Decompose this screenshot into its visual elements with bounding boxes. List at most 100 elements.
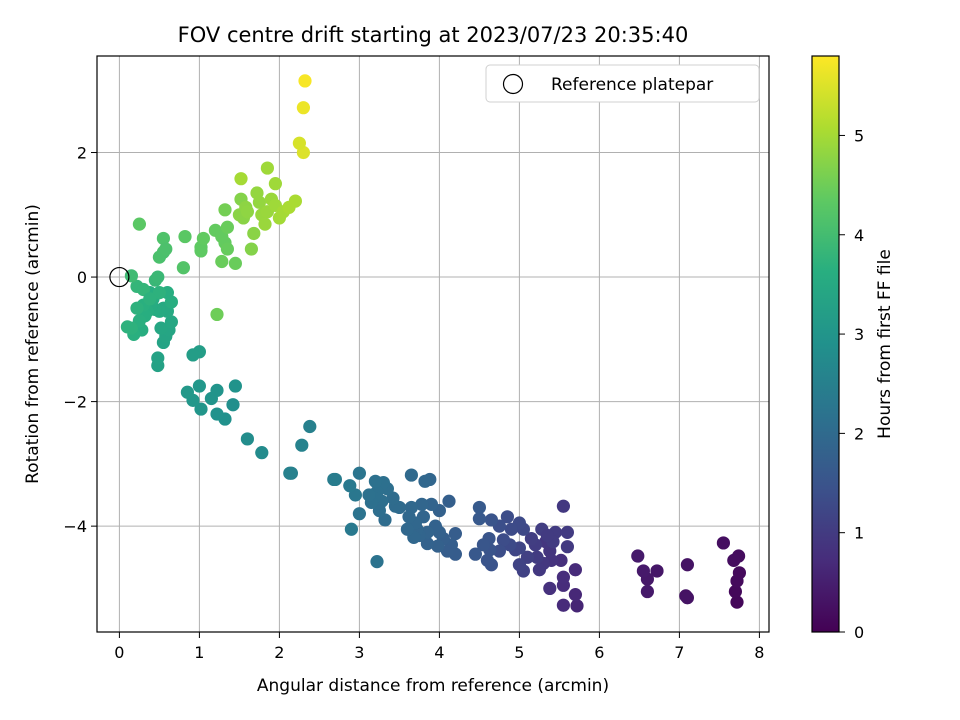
data-point [132, 217, 146, 231]
data-point [228, 256, 242, 270]
y-tick-label: 2 [77, 144, 87, 163]
colorbar-label: Hours from first FF file [875, 249, 895, 439]
data-point [192, 379, 206, 393]
data-point [448, 527, 462, 541]
data-point [554, 553, 568, 567]
colorbar-tick-label: 0 [854, 623, 864, 642]
data-point [568, 588, 583, 602]
reference-platepar-marker [109, 266, 130, 288]
data-point [556, 598, 571, 612]
data-point [152, 286, 166, 300]
data-point [415, 497, 429, 511]
data-point [151, 351, 165, 365]
data-point [530, 550, 544, 564]
chart-title: FOV centre drift starting at 2023/07/23 … [178, 23, 689, 47]
data-point [650, 564, 664, 578]
data-point [159, 242, 173, 256]
data-point [292, 136, 306, 150]
colorbar-tick-label: 3 [854, 325, 864, 344]
data-point [631, 549, 645, 563]
plot-frame [96, 55, 770, 633]
data-point [468, 547, 482, 561]
data-point [136, 282, 150, 297]
data-point [215, 254, 229, 269]
legend-box [485, 64, 760, 103]
data-point [343, 479, 357, 493]
x-axis-label: Angular distance from reference (arcmin) [257, 676, 609, 696]
data-point [570, 599, 584, 613]
data-point [194, 244, 208, 258]
data-point [480, 553, 494, 567]
data-point [420, 536, 434, 551]
data-point [560, 540, 575, 554]
data-point [431, 539, 445, 553]
data-point [727, 553, 741, 567]
data-point [295, 438, 309, 452]
x-tick-label: 5 [514, 643, 524, 662]
data-point [372, 503, 386, 518]
data-point [210, 307, 224, 322]
data-point [560, 525, 575, 539]
data-point [344, 522, 358, 536]
colorbar-tick-label: 1 [854, 524, 864, 543]
data-point [194, 402, 208, 416]
colorbar: 0 1 2 3 4 5 Hours from first FF file [811, 55, 895, 642]
data-point [288, 194, 302, 208]
x-tick-label: 3 [354, 643, 364, 662]
colorbar-tick-label: 2 [854, 424, 864, 443]
data-point [504, 522, 518, 536]
data-point [252, 195, 266, 209]
legend-label: Reference platepar [551, 75, 713, 95]
data-point [156, 231, 170, 246]
data-point [234, 172, 248, 186]
data-point [283, 466, 297, 480]
data-point [400, 522, 414, 536]
legend: Reference platepar [485, 64, 760, 103]
data-point [640, 584, 655, 599]
data-point [532, 563, 547, 577]
data-point [258, 217, 272, 231]
x-tick-label: 1 [194, 643, 204, 662]
data-point [368, 474, 382, 488]
colorbar-tick-label: 4 [854, 226, 864, 245]
data-point [370, 555, 384, 569]
data-points [109, 74, 747, 613]
data-point [442, 494, 456, 508]
colorbar-gradient [811, 55, 840, 633]
data-point [524, 531, 539, 546]
x-tick-label: 7 [674, 643, 684, 662]
data-point [540, 528, 555, 543]
data-point [151, 270, 165, 284]
data-point [303, 419, 317, 434]
data-point [240, 432, 254, 446]
data-point [568, 563, 583, 577]
data-point [204, 391, 218, 406]
data-point [512, 558, 527, 572]
data-point [218, 203, 232, 217]
data-point [196, 231, 210, 246]
data-point [164, 295, 178, 309]
y-axis-label: Rotation from reference (arcmin) [23, 204, 43, 484]
data-point [220, 220, 234, 234]
data-point [178, 229, 192, 244]
data-point [180, 385, 194, 399]
data-point [556, 499, 571, 513]
data-point [496, 533, 510, 547]
y-tick-label: 0 [77, 268, 87, 287]
data-point [255, 446, 269, 460]
y-tick-label: −2 [63, 393, 87, 412]
data-point [484, 513, 498, 527]
data-point [492, 544, 506, 558]
data-point [327, 472, 341, 487]
data-point [244, 242, 258, 256]
data-point [404, 468, 418, 482]
data-point [728, 584, 743, 599]
data-point [472, 500, 486, 515]
axis-ticks: 0 1 2 3 4 5 6 7 8 −4 −2 0 2 [63, 144, 764, 662]
data-point [362, 488, 376, 502]
data-point [186, 348, 200, 362]
data-point [352, 507, 366, 521]
data-point [680, 591, 695, 605]
legend-marker-circle-icon [502, 73, 524, 95]
